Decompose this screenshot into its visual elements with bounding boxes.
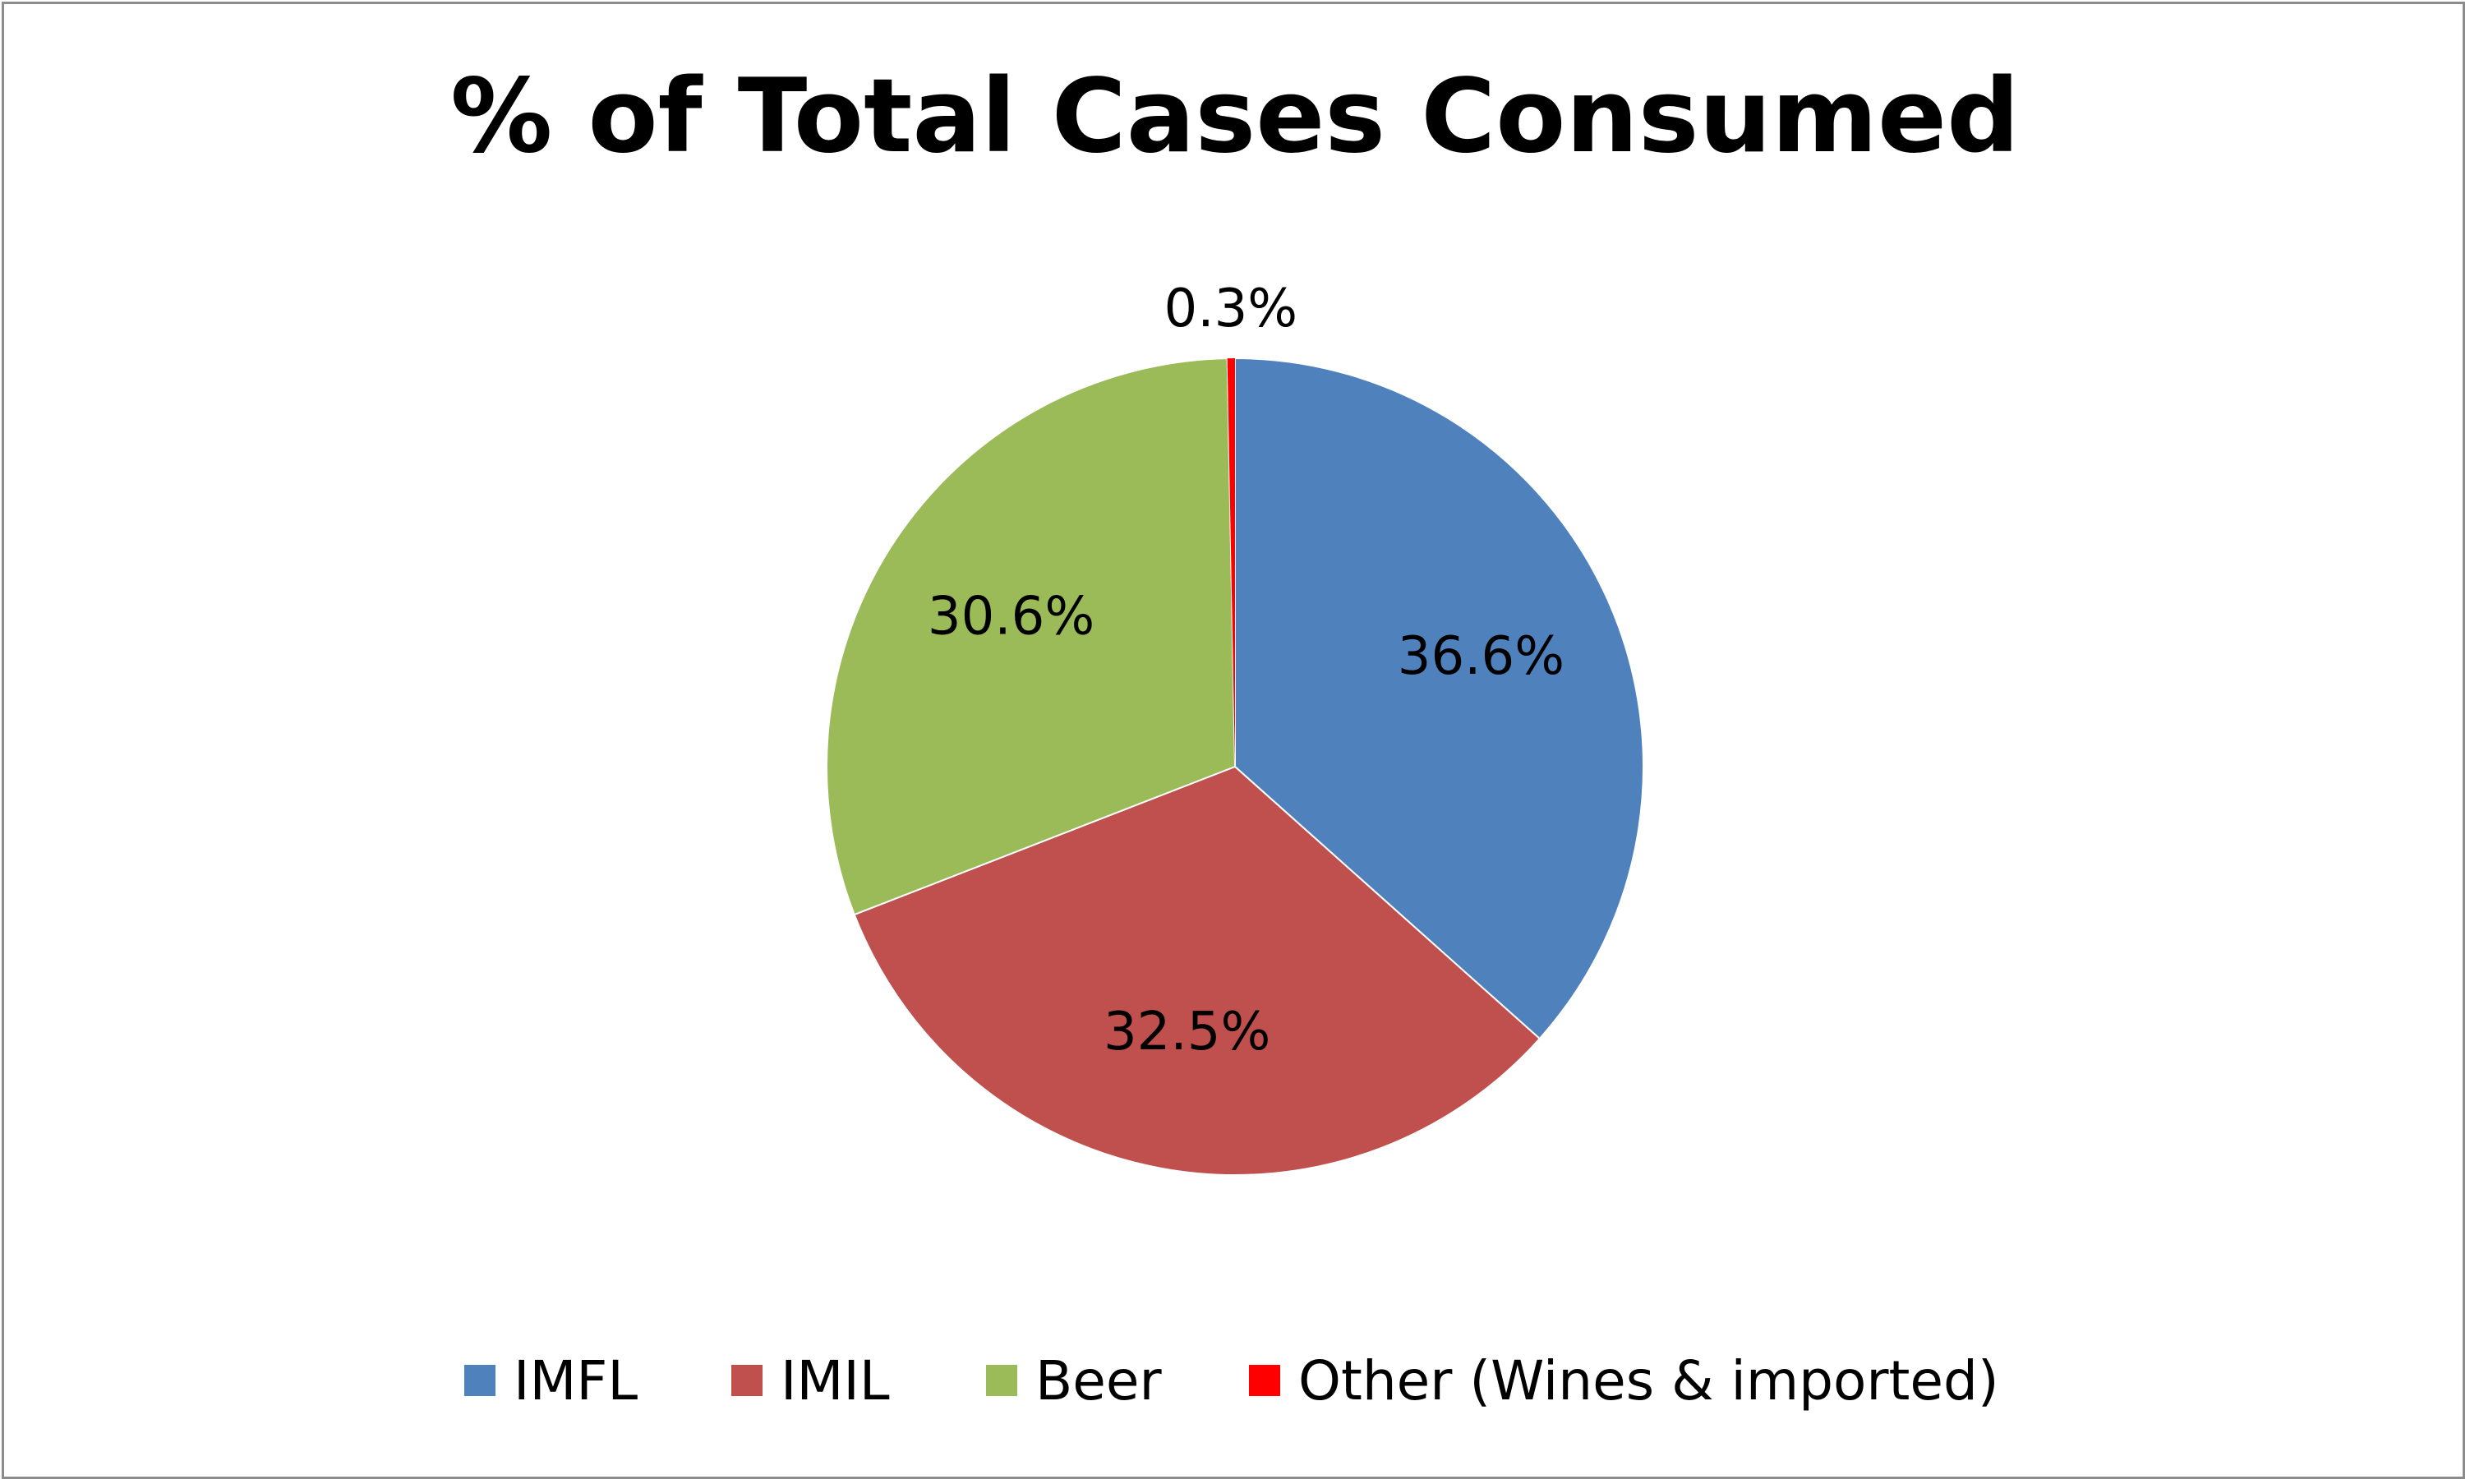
legend-label-imil: IMIL (781, 1348, 890, 1413)
legend-swatch-beer (986, 1365, 1017, 1396)
legend-item-beer: Beer (986, 1343, 1162, 1417)
pie-slice-beer (826, 357, 1237, 916)
pie-slice-other-wines-imported (1227, 358, 1235, 767)
data-label-beer: 30.6% (928, 586, 1094, 647)
data-label-imfl: 36.6% (1398, 626, 1564, 687)
legend-swatch-imil (731, 1365, 763, 1396)
legend-item-other: Other (Wines & imported) (1249, 1343, 1999, 1417)
legend-swatch-other (1249, 1365, 1280, 1396)
legend-swatch-imfl (464, 1365, 495, 1396)
legend-label-beer: Beer (1035, 1348, 1162, 1413)
legend-item-imil: IMIL (731, 1343, 890, 1417)
legend-label-imfl: IMFL (514, 1348, 638, 1413)
legend-label-other: Other (Wines & imported) (1298, 1348, 1999, 1413)
data-label-other-wines-imported: 0.3% (1164, 279, 1298, 339)
legend: IMFL IMIL Beer Other (Wines & imported) (0, 1343, 2470, 1417)
chart-title: % of Total Cases Consumed (450, 58, 2020, 176)
pie-slice-imfl (1234, 357, 1644, 1040)
legend-item-imfl: IMFL (464, 1343, 638, 1417)
data-label-imil: 32.5% (1104, 1002, 1270, 1062)
pie-slice-imil (853, 765, 1541, 1176)
